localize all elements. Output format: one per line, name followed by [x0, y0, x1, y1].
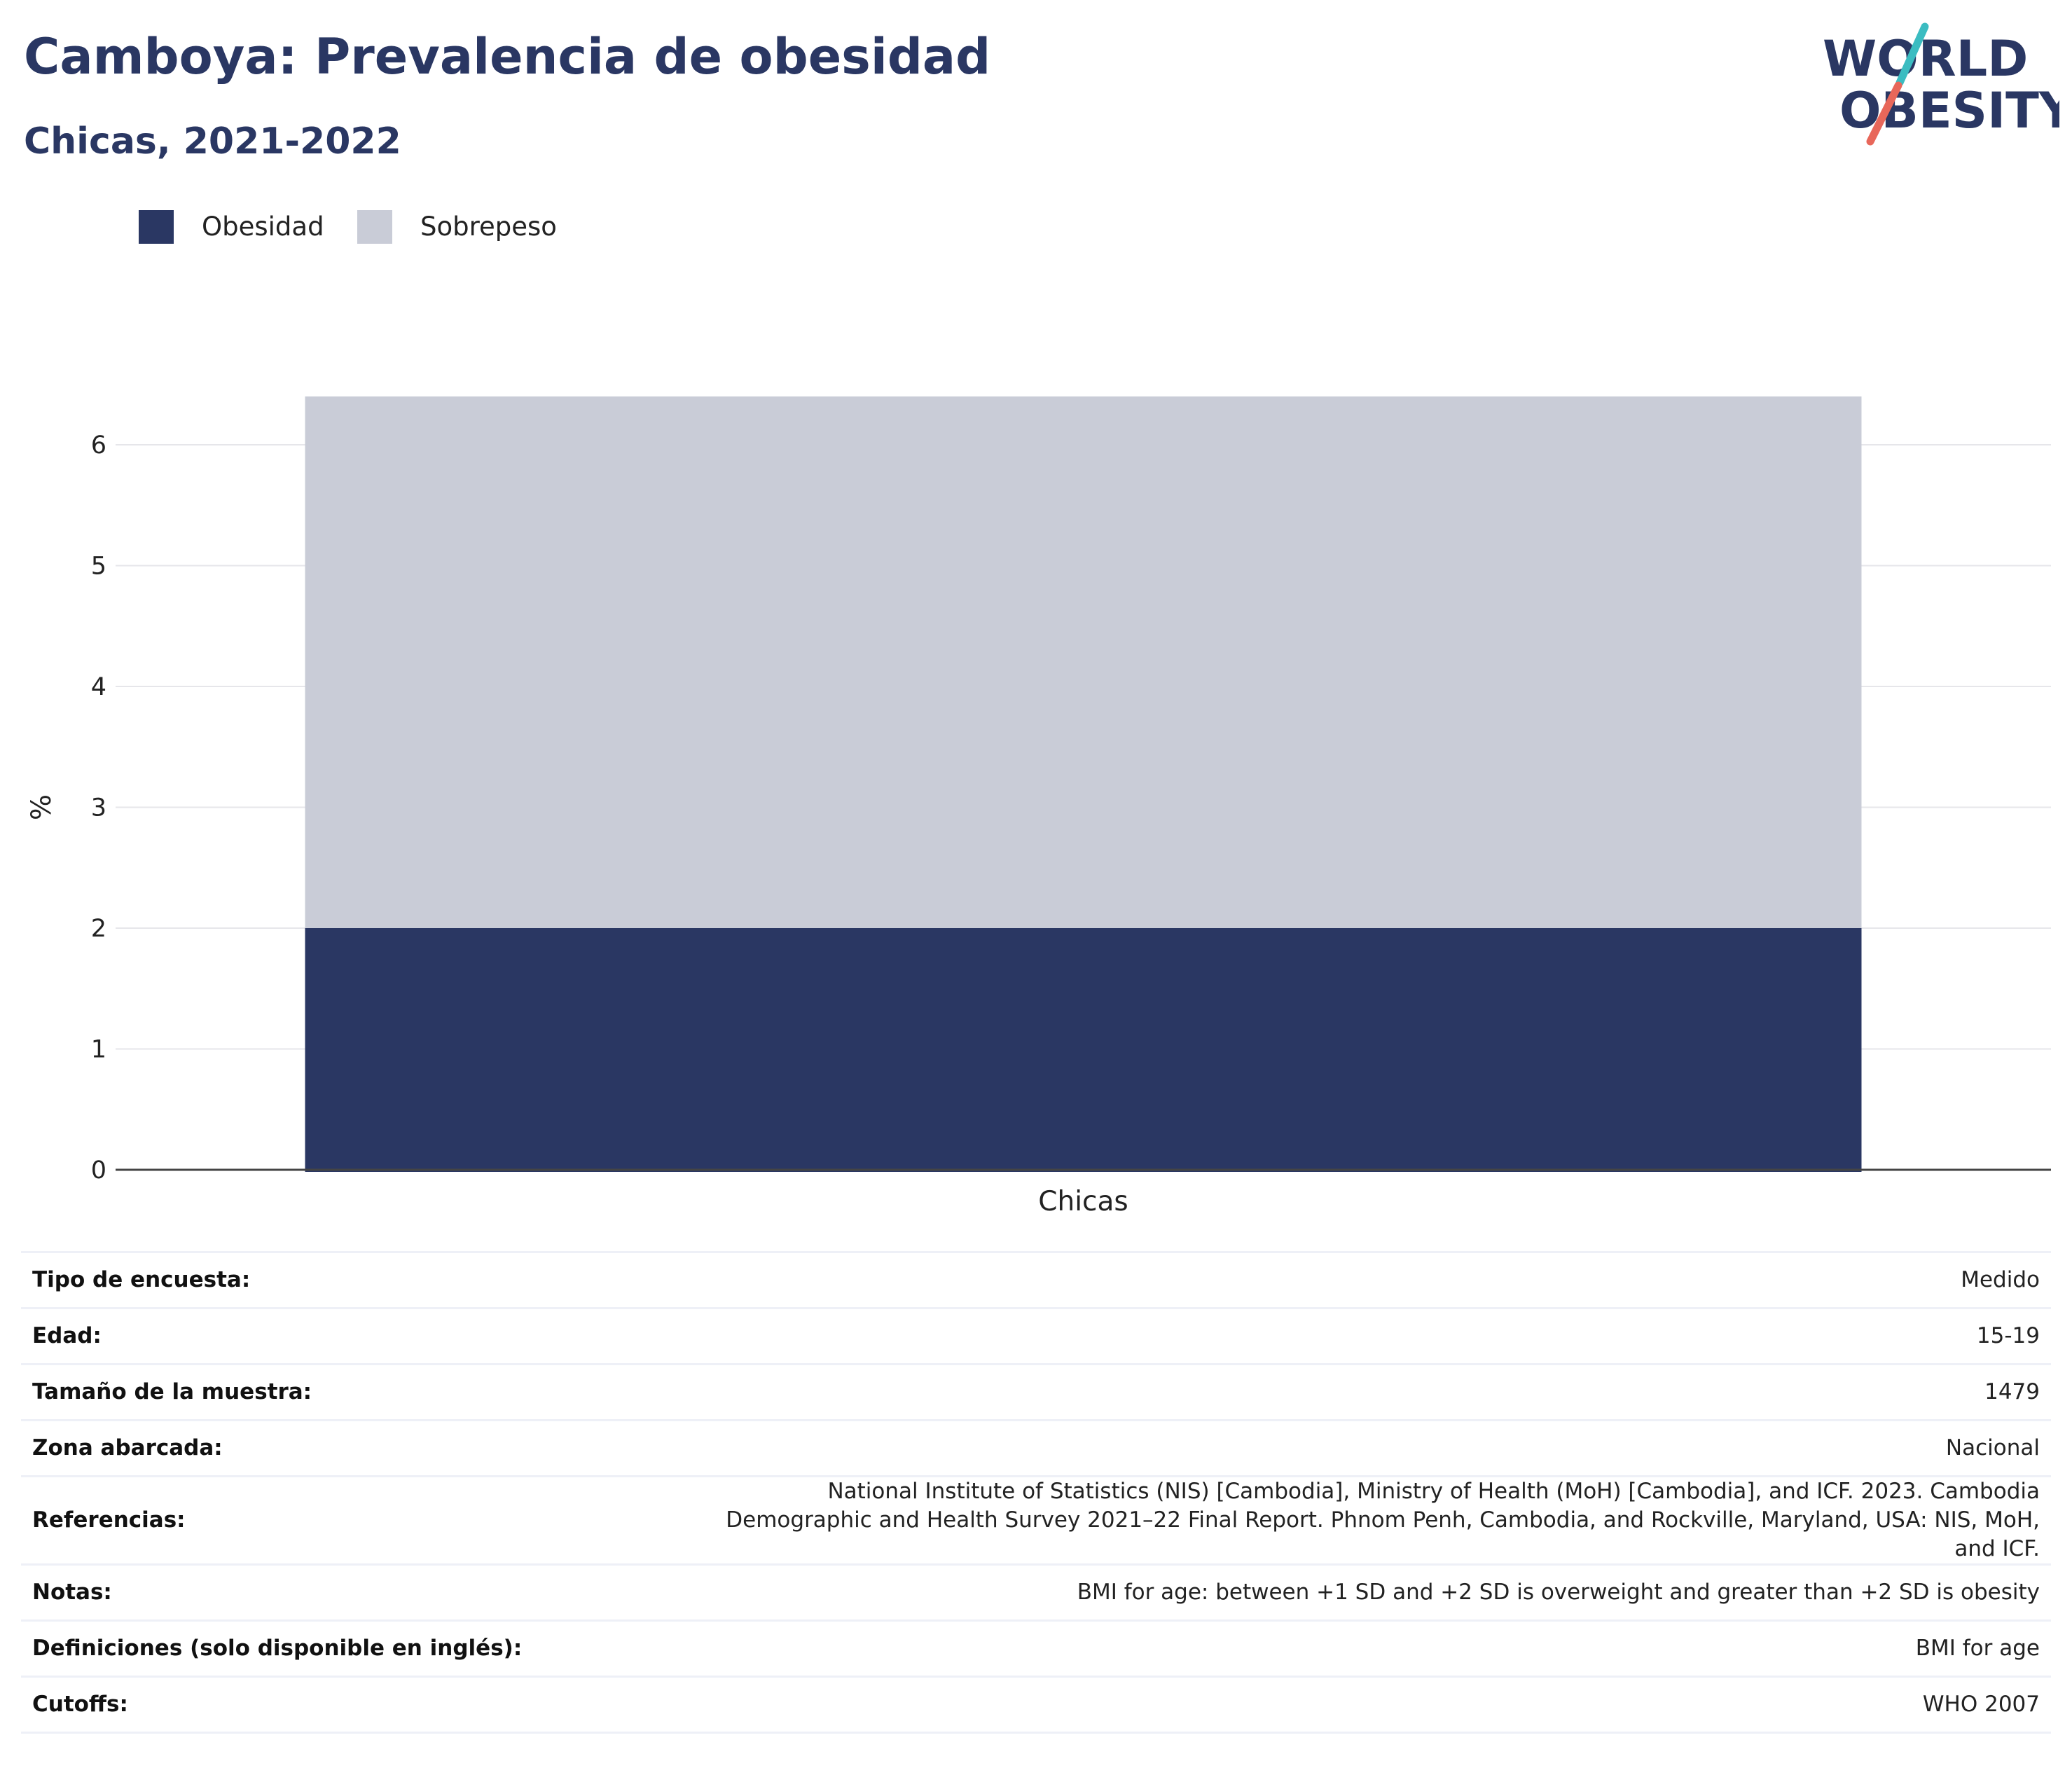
legend-label-sobrepeso: Sobrepeso — [420, 212, 557, 242]
details-key: Referencias: — [21, 1475, 674, 1565]
y-axis-label: % — [26, 794, 57, 820]
details-key: Tipo de encuesta: — [21, 1251, 674, 1308]
y-tick-label: 5 — [91, 553, 106, 581]
details-value: BMI for age — [674, 1619, 2051, 1677]
details-key: Edad: — [21, 1307, 674, 1365]
details-key: Zona abarcada: — [21, 1419, 674, 1477]
details-row: Tamaño de la muestra: 1479 — [21, 1363, 2051, 1421]
bars — [305, 396, 1862, 1172]
details-value: BMI for age: between +1 SD and +2 SD is … — [674, 1563, 2051, 1621]
details-key: Tamaño de la muestra: — [21, 1363, 674, 1421]
details-key: Notas: — [21, 1563, 674, 1621]
y-tick-label: 2 — [91, 915, 106, 943]
y-tick-label: 6 — [91, 431, 106, 460]
details-value: WHO 2007 — [674, 1676, 2051, 1734]
details-row: Definiciones (solo disponible en inglés)… — [21, 1619, 2051, 1677]
details-value: 15-19 — [674, 1307, 2051, 1365]
x-tick-label: Chicas — [1038, 1186, 1128, 1217]
details-value: Medido — [674, 1251, 2051, 1308]
chart-title: Camboya: Prevalencia de obesidad — [24, 28, 991, 85]
bar-chart: 0 1 2 3 4 5 6 Chicas% — [26, 396, 2051, 1217]
axes: 0 1 2 3 4 5 6 Chicas% — [26, 431, 2051, 1217]
logo-line-1: WORLD — [1823, 30, 2028, 88]
chart-subtitle: Chicas, 2021-2022 — [24, 120, 401, 163]
legend-label-obesidad: Obesidad — [202, 212, 324, 242]
y-tick-label: 4 — [91, 673, 106, 701]
logo-slash-top — [1895, 22, 1929, 87]
world-obesity-logo: WORLD OBESITY — [1823, 22, 2059, 146]
details-row: Referencias: National Institute of Statis… — [21, 1475, 2051, 1565]
details-row: Edad: 15-19 — [21, 1307, 2051, 1365]
y-tick-label: 3 — [91, 794, 106, 822]
survey-details-table: Tipo de encuesta: Medido Edad: 15-19 Tamaño … — [21, 1251, 2051, 1734]
details-row: Notas: BMI for age: between +1 SD and +2 … — [21, 1563, 2051, 1621]
details-value: 1479 — [674, 1363, 2051, 1421]
details-value: Nacional — [674, 1419, 2051, 1477]
details-row: Cutoffs: WHO 2007 — [21, 1676, 2051, 1734]
bar-sobrepeso — [305, 396, 1862, 928]
logo-slash-bottom — [1866, 81, 1902, 146]
details-row: Zona abarcada: Nacional — [21, 1419, 2051, 1477]
legend-swatch-sobrepeso — [357, 210, 392, 244]
legend-swatch-obesidad — [139, 210, 174, 244]
y-tick-label: 0 — [91, 1156, 106, 1184]
bar-obesidad — [305, 928, 1862, 1172]
y-tick-label: 1 — [91, 1036, 106, 1064]
details-key: Cutoffs: — [21, 1676, 674, 1734]
details-value: National Institute of Statistics (NIS) [… — [674, 1475, 2051, 1565]
details-key: Definiciones (solo disponible en inglés)… — [21, 1619, 674, 1677]
details-row: Tipo de encuesta: Medido — [21, 1251, 2051, 1308]
